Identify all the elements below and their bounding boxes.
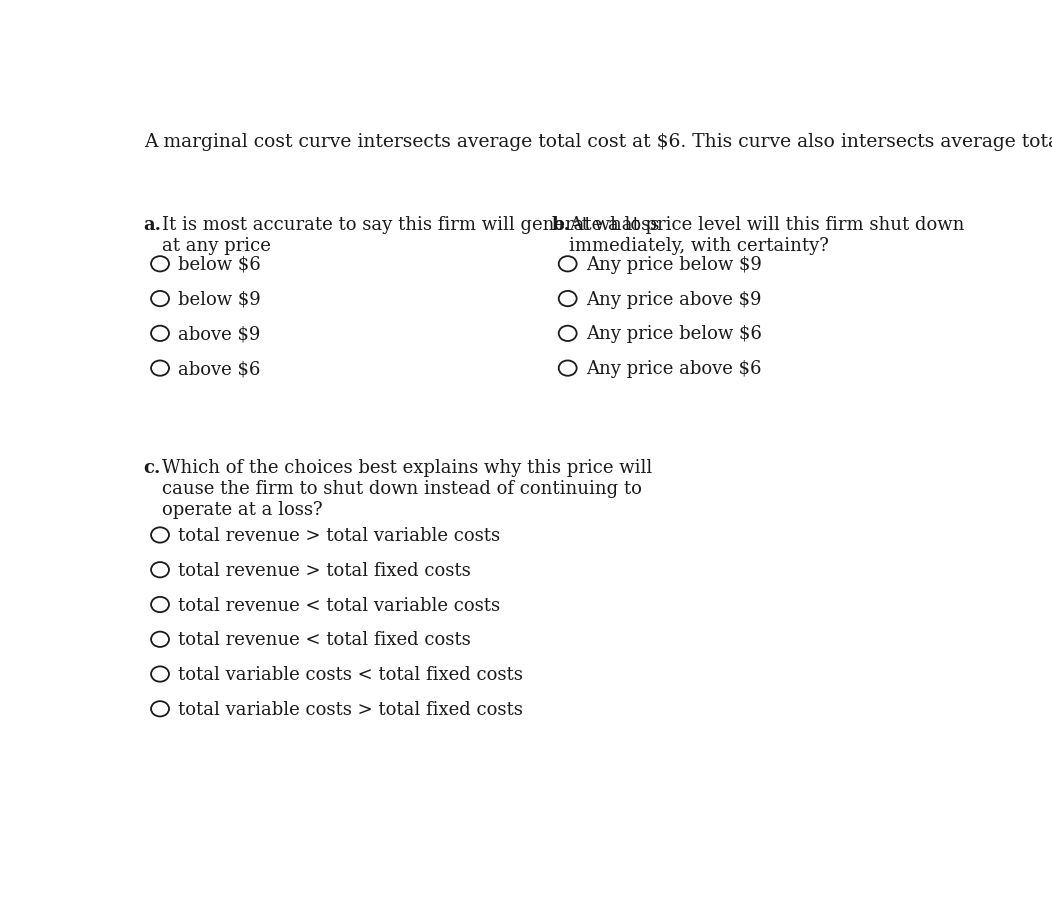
Text: A marginal cost curve intersects average total cost at \$6. This curve also inte: A marginal cost curve intersects average… <box>144 133 1052 151</box>
Text: Which of the choices best explains why this price will
cause the firm to shut do: Which of the choices best explains why t… <box>162 459 652 519</box>
Text: Any price above \$6: Any price above \$6 <box>586 360 762 378</box>
Text: above \$6: above \$6 <box>178 360 260 378</box>
Text: Any price below \$6: Any price below \$6 <box>586 325 762 343</box>
Text: total revenue < total variable costs: total revenue < total variable costs <box>178 596 500 614</box>
Text: Any price below \$9: Any price below \$9 <box>586 255 762 273</box>
Text: At what price level will this firm shut down
immediately, with certainty?: At what price level will this firm shut … <box>569 216 965 254</box>
Text: total variable costs < total fixed costs: total variable costs < total fixed costs <box>178 666 523 684</box>
Text: b.: b. <box>551 216 570 234</box>
Text: It is most accurate to say this firm will generate a loss
at any price: It is most accurate to say this firm wil… <box>162 216 659 254</box>
Text: above \$9: above \$9 <box>178 325 260 343</box>
Text: below \$6: below \$6 <box>178 255 261 273</box>
Text: a.: a. <box>144 216 162 234</box>
Text: below \$9: below \$9 <box>178 290 261 308</box>
Text: c.: c. <box>144 459 161 477</box>
Text: total variable costs > total fixed costs: total variable costs > total fixed costs <box>178 700 523 718</box>
Text: total revenue > total fixed costs: total revenue > total fixed costs <box>178 561 470 579</box>
Text: total revenue < total fixed costs: total revenue < total fixed costs <box>178 630 470 649</box>
Text: Any price above \$9: Any price above \$9 <box>586 290 762 308</box>
Text: total revenue > total variable costs: total revenue > total variable costs <box>178 527 500 545</box>
